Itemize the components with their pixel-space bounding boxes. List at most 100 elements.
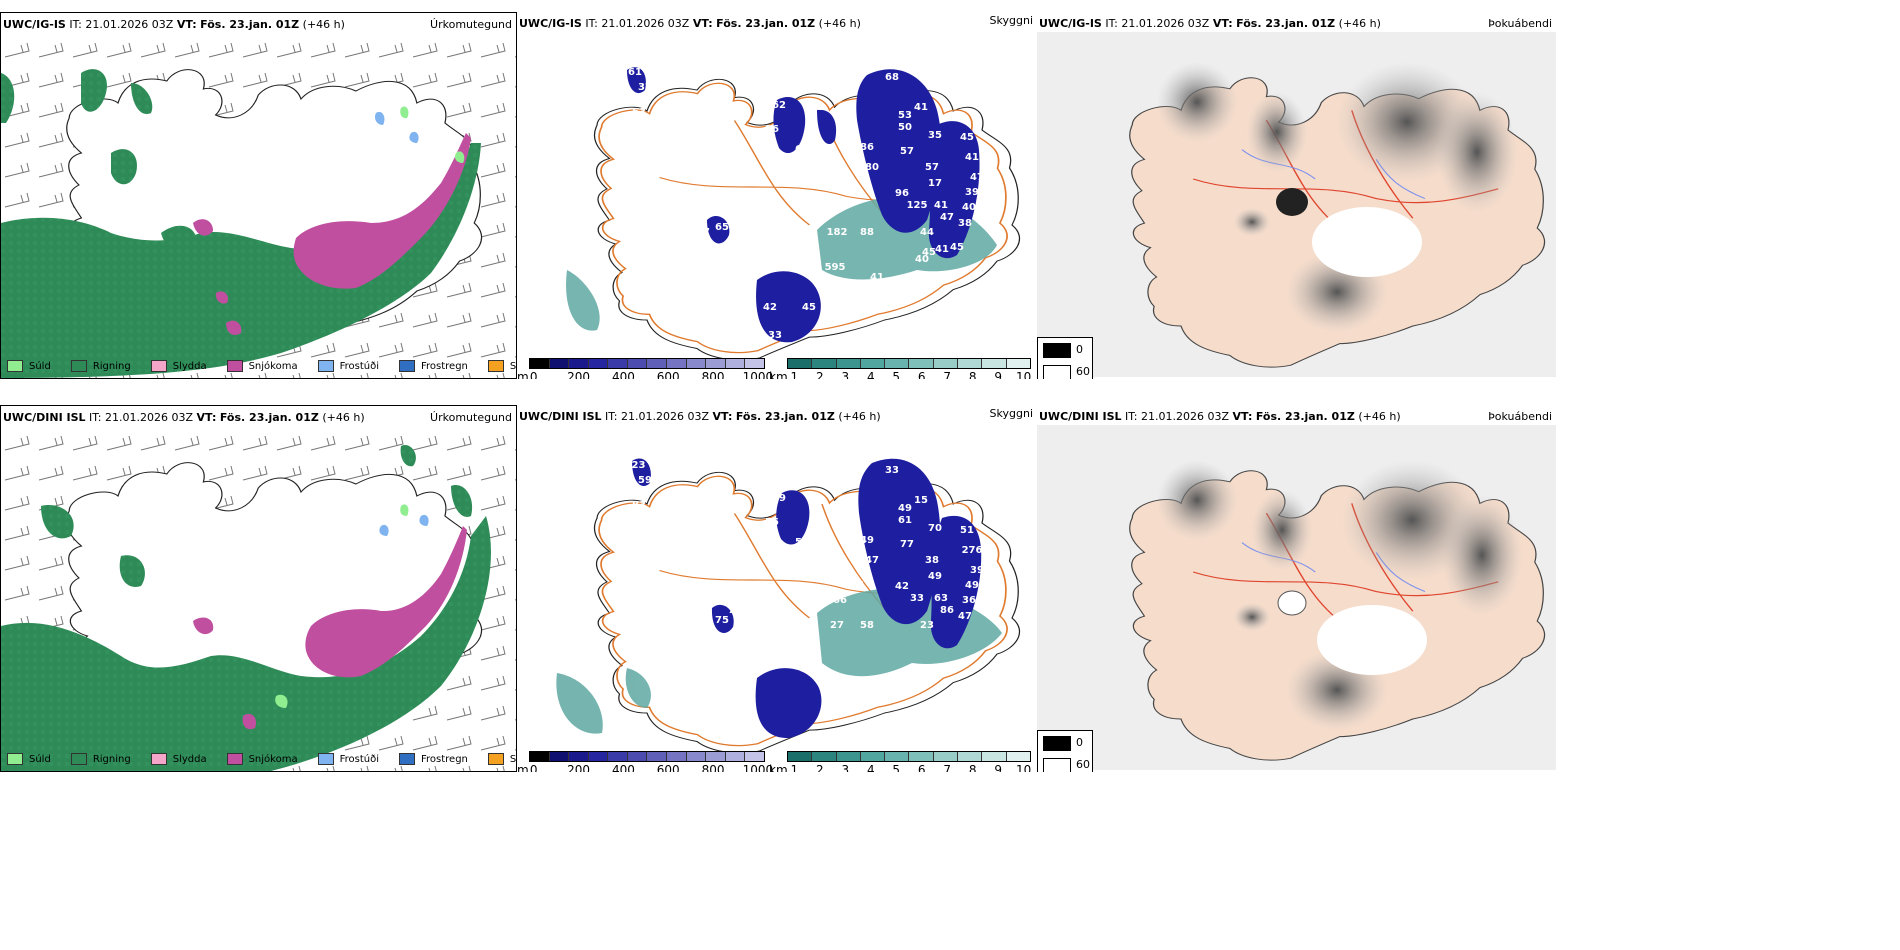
ceiling-value-label: 36 [962,595,976,606]
legend-label: Snæhagl [509,753,517,765]
cloud-panel-bottom: UWC/DINI ISL IT: 21.01.2026 03Z VT: Fös.… [517,405,1037,772]
ceiling-value-label: 33 [885,465,899,476]
ceiling-tick-label: 1000 [742,370,774,379]
ceiling-value-label: 47 [958,611,972,622]
vt-label: VT: [1212,17,1233,30]
ceiling-value-label: 37 [735,630,749,641]
legend-label: Frostregn [421,753,468,765]
freezing-drizzle-area [379,514,429,536]
fog-legend-swatch-60 [1043,758,1071,772]
ceiling-value-label: 37 [638,82,652,93]
ceiling-value-label: 59 [638,475,652,486]
legend-item: Snjókoma [226,360,298,372]
ceiling-value-label: 51 [960,525,974,536]
ceiling-colorbar-cell [608,359,628,368]
ceiling-colorbar-cell [588,752,609,761]
ceiling-value-label: 42 [895,581,909,592]
ceiling-value-label: 50 [898,122,912,133]
legend-item: Snjókoma [226,753,298,765]
visibility-colorbar-cell [836,752,861,761]
visibility-colorbar-cell [909,752,934,761]
fog-panel-top: UWC/IG-IS IT: 21.01.2026 03Z VT: Fös. 23… [1037,12,1556,379]
ptype-panel-top: UWC/IG-IS IT: 21.01.2026 03Z VT: Fös. 23… [0,12,517,379]
ceiling-tick-label: 1000 [742,763,774,772]
visibility-colorbar-cell [909,359,934,368]
ceiling-colorbar-cell [725,752,746,761]
fog-legend-swatch-0 [1043,736,1071,751]
visibility-colorbar-cell [933,752,959,761]
ceiling-value-label: 45 [960,132,974,143]
ceiling-value-label: 47 [940,212,954,223]
vt-label: VT: [692,17,713,30]
ceiling-value-label: 27 [830,620,844,631]
legend-swatch [70,360,87,372]
ceiling-value-label: 36 [850,580,864,591]
legend-label: Frostregn [421,360,468,372]
ceiling-value-label: 54 [696,620,710,631]
legend-swatch [487,753,504,765]
visibility-colorbar: 1 2 3 4 5 6 7 8 9 10 km [769,751,1032,772]
ceiling-colorbar-cell [725,359,746,368]
legend-item: Frostúði [317,360,379,372]
ceiling-value-label: 64 [795,144,809,155]
fog-legend-value-0: 0 [1076,736,1083,749]
ceiling-value-label: 61 [898,515,912,526]
ceiling-value-label: 86 [860,142,874,153]
ceiling-value-label: 59 [638,485,652,496]
legend-item: Frostregn [399,753,468,765]
ceiling-colorbar-cell [530,359,550,368]
fog-legend: 0 60 [1037,730,1093,772]
fog-legend: 0 60 [1037,337,1093,379]
legend-item: Slydda [150,360,207,372]
ceiling-value-label: 47 [865,555,879,566]
ceiling-value-label: 68 [885,72,899,83]
ceiling-value-label: 99 [840,120,854,131]
ceiling-value-label: 33 [910,593,924,604]
lead-time: (+46 h) [1358,410,1401,423]
ceiling-value-label: 103 [737,305,758,316]
ceiling-colorbar-cell [549,752,570,761]
visibility-colorbar-cell [836,359,861,368]
ceiling-value-label: 49 [860,535,874,546]
ceiling-colorbar-cell [686,359,707,368]
ceiling-value-label: 77 [696,227,710,238]
ceiling-tick-label: 200 [567,763,590,772]
ceiling-value-label: 86 [940,605,954,616]
ceiling-value-label: 65 [638,92,652,103]
legend-label: Súld [29,360,51,372]
fog-legend-swatch-0 [1043,343,1071,358]
ceiling-value-label: 40 [962,202,976,213]
it-label: IT: [1125,410,1138,423]
ceiling-value-label: 40 [915,254,929,265]
ceiling-colorbar-cell [647,752,668,761]
ceiling-colorbar-cell [706,359,726,368]
ceiling-colorbar-cell [745,359,764,368]
ptype-label: Úrkomutegund [430,411,512,424]
ceiling-value-label: 123 [625,460,646,471]
legend-swatch [317,753,334,765]
vt-label: VT: [196,411,217,424]
fog-field [1157,62,1517,332]
ceiling-value-label: 44 [920,227,934,238]
ceiling-tick-label: 600 [656,370,680,379]
ceiling-value-label: 46 [880,284,894,295]
visibility-colorbar: 1 2 3 4 5 6 7 8 9 10 km [769,358,1031,379]
legend-item: Frostúði [317,753,379,765]
visibility-tick-label: 3 [841,370,850,379]
ceiling-value-label: 49 [928,571,942,582]
vt-value: Fös. 23.jan. 01Z [716,17,816,30]
visibility-colorbar-cell [933,359,959,368]
panel-header: UWC/DINI ISL IT: 21.01.2026 03Z VT: Fös.… [3,411,365,424]
ceiling-value-label: 49 [898,503,912,514]
visibility-tick-label: 10 [1016,763,1032,772]
visibility-tick-label: 6 [917,763,926,772]
ceiling-value-label: 83 [833,202,847,213]
ceiling-value-label: 96 [895,188,909,199]
ceiling-value-label: 35 [928,130,942,141]
legend-swatch [226,753,243,765]
ceiling-value-label: 38 [925,555,939,566]
visibility-tick-label: 6 [917,370,926,379]
it-value: 21.01.2026 03Z [1121,17,1210,30]
ceiling-colorbar-cell [549,359,570,368]
legend-label: Rigning [92,753,131,765]
